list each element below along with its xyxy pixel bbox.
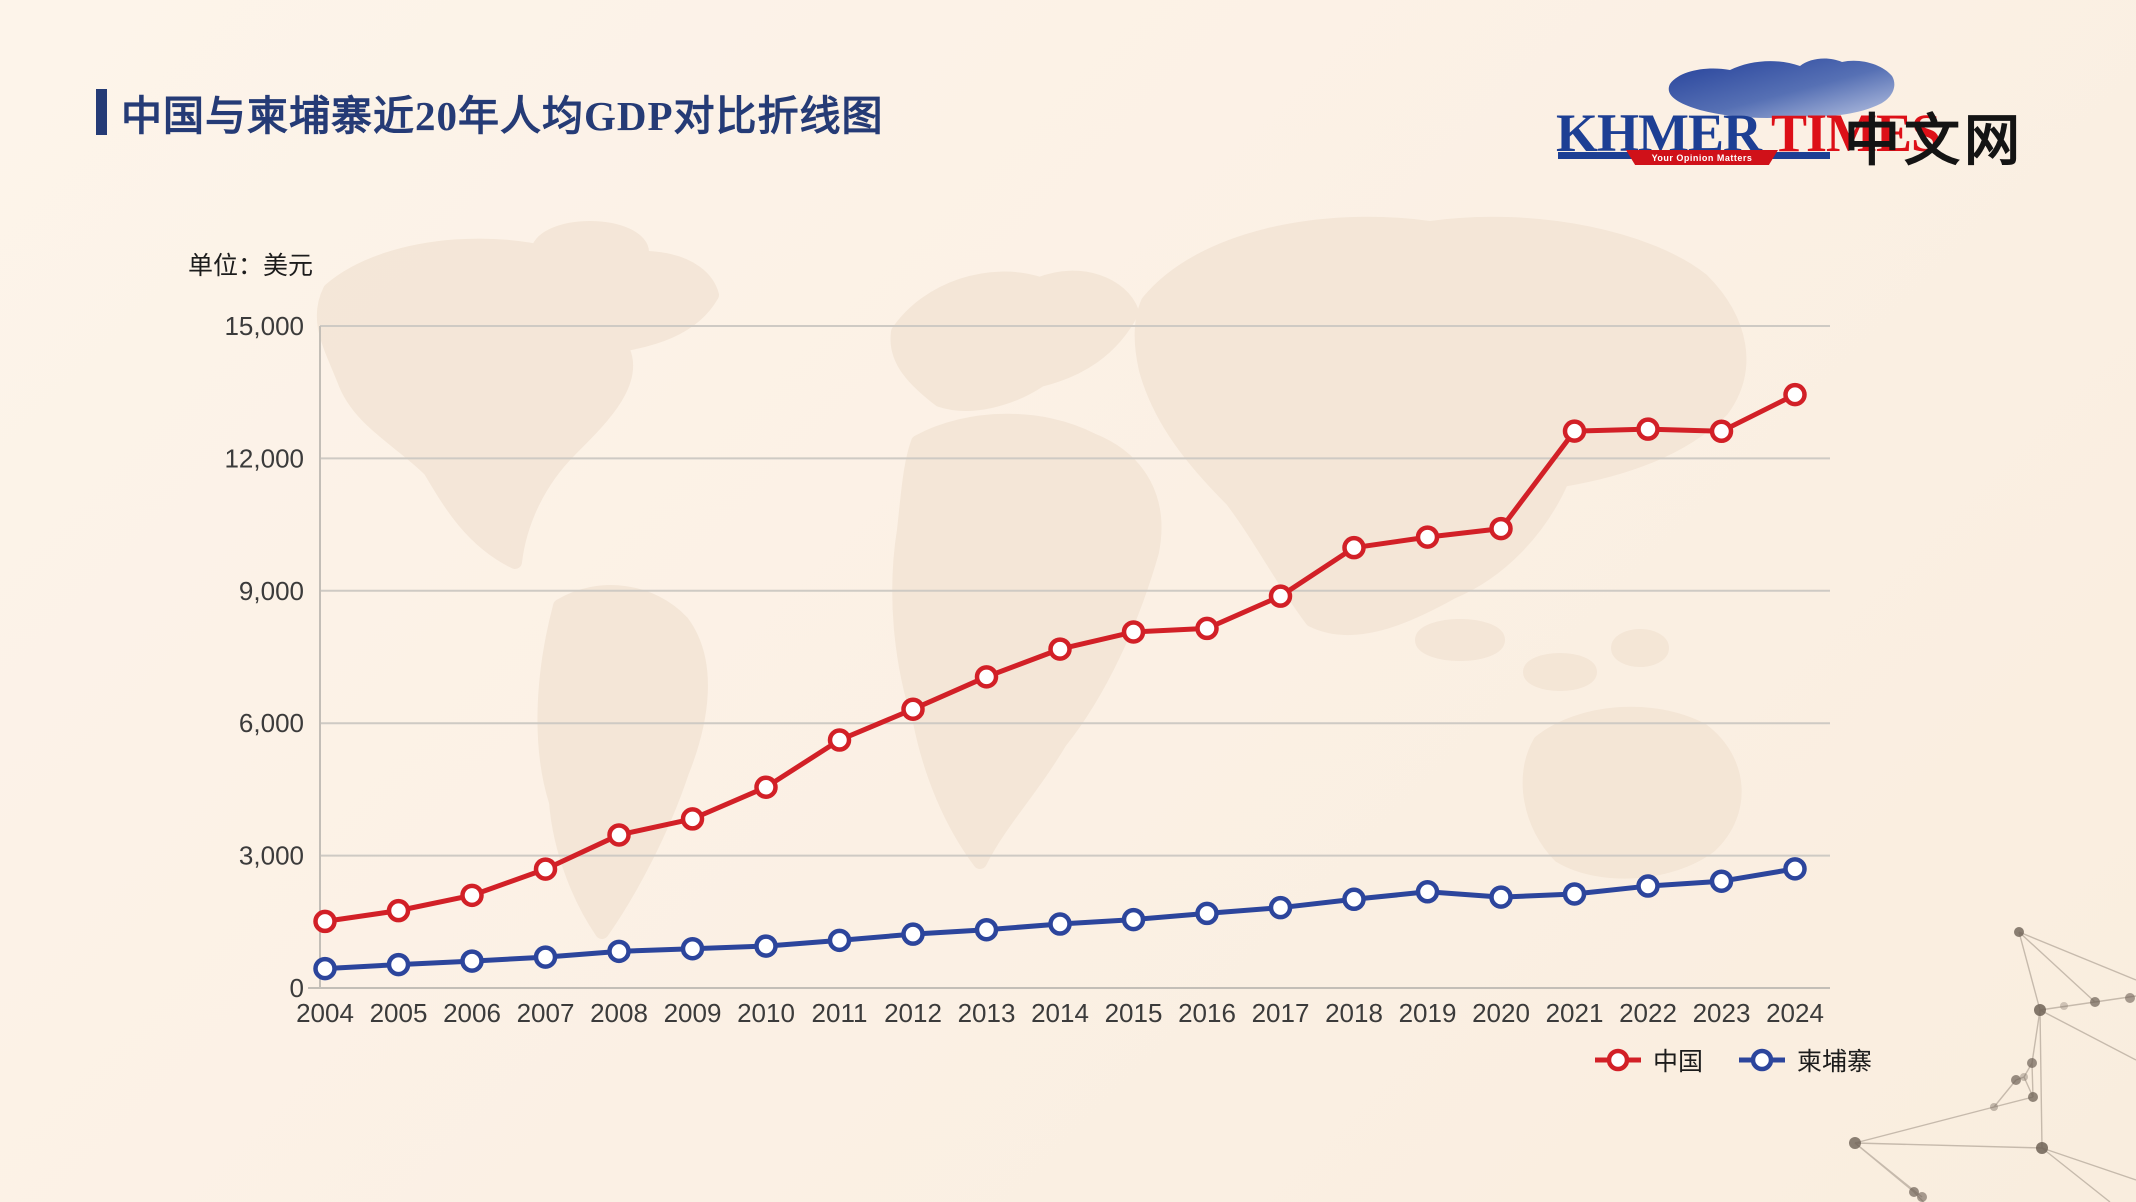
- y-axis-label: 0: [290, 973, 304, 1003]
- data-point-1-2007: [533, 945, 558, 969]
- data-point-0-2011: [827, 728, 852, 752]
- data-point-1-2022: [1636, 874, 1660, 898]
- y-axis-unit-label: 单位：美元: [188, 252, 314, 280]
- chart-legend: 中国 柬埔寨: [1593, 1042, 1872, 1078]
- legend-label: 柬埔寨: [1796, 1048, 1872, 1076]
- data-point-0-2017: [1268, 584, 1293, 608]
- data-point-0-2012: [901, 697, 925, 721]
- x-axis-label: 2004: [296, 998, 354, 1028]
- y-axis-label: 15,000: [224, 311, 304, 341]
- data-point-0-2008: [607, 823, 631, 847]
- page-title: 中国与柬埔寨近20年人均GDP对比折线图: [121, 93, 884, 139]
- logo-ribbon: Your Opinion Matters: [1626, 150, 1778, 165]
- legend-marker-icon: [1594, 1048, 1641, 1072]
- x-axis-label: 2024: [1766, 998, 1824, 1028]
- x-axis-label: 2014: [1031, 998, 1089, 1028]
- khmer-times-logo: KHMER TIMES Your Opinion Matters 中文网: [1556, 56, 2026, 172]
- x-axis-label: 2017: [1252, 998, 1310, 1028]
- data-point-0-2009: [680, 807, 705, 831]
- data-point-0-2021: [1562, 419, 1587, 443]
- data-point-0-2022: [1636, 417, 1660, 441]
- legend-item-0: 中国: [1593, 1042, 1703, 1078]
- x-axis-label: 2018: [1325, 998, 1383, 1028]
- data-point-0-2020: [1489, 516, 1513, 541]
- header: 中国与柬埔寨近20年人均GDP对比折线图: [96, 82, 884, 142]
- x-axis-label: 2022: [1619, 998, 1677, 1028]
- data-point-0-2014: [1048, 637, 1072, 661]
- x-axis-label: 2006: [443, 998, 501, 1028]
- y-axis-label: 3,000: [239, 841, 304, 871]
- x-axis-label: 2020: [1472, 998, 1530, 1028]
- legend-item-1: 柬埔寨: [1737, 1042, 1872, 1078]
- data-point-0-2018: [1342, 535, 1366, 560]
- data-point-1-2009: [680, 936, 705, 961]
- data-point-1-2021: [1562, 882, 1587, 906]
- data-point-0-2005: [386, 898, 411, 923]
- data-point-1-2023: [1709, 869, 1734, 893]
- x-axis-label: 2009: [664, 998, 722, 1028]
- data-point-1-2012: [901, 922, 925, 946]
- data-point-1-2004: [313, 956, 337, 981]
- x-axis-label: 2008: [590, 998, 648, 1028]
- x-axis-label: 2013: [958, 998, 1016, 1028]
- data-point-1-2024: [1783, 857, 1807, 881]
- x-axis-label: 2011: [812, 998, 868, 1028]
- y-axis-label: 6,000: [239, 708, 304, 738]
- x-axis-label: 2010: [737, 998, 795, 1028]
- data-point-0-2015: [1121, 620, 1146, 644]
- x-axis-label: 2015: [1105, 998, 1163, 1028]
- data-point-1-2010: [754, 934, 778, 958]
- data-point-1-2006: [460, 949, 484, 973]
- x-axis-label: 2019: [1399, 998, 1457, 1028]
- data-point-0-2007: [533, 857, 558, 881]
- data-point-1-2019: [1415, 880, 1440, 904]
- x-axis-label: 2007: [517, 998, 575, 1028]
- x-axis-label: 2012: [884, 998, 942, 1028]
- x-axis-label: 2016: [1178, 998, 1236, 1028]
- data-point-0-2024: [1783, 382, 1807, 407]
- data-point-1-2017: [1268, 895, 1293, 920]
- legend-label: 中国: [1652, 1048, 1703, 1076]
- data-point-1-2005: [386, 952, 411, 977]
- y-axis-label: 9,000: [239, 576, 304, 606]
- x-axis-label: 2023: [1693, 998, 1751, 1028]
- data-point-0-2010: [754, 775, 778, 799]
- legend-marker-icon: [1738, 1048, 1785, 1072]
- x-axis-label: 2021: [1546, 998, 1604, 1028]
- data-point-0-2006: [460, 883, 484, 908]
- data-point-1-2015: [1121, 907, 1146, 932]
- title-accent-bar: [96, 89, 107, 135]
- data-point-0-2004: [313, 909, 337, 934]
- data-point-1-2016: [1195, 901, 1219, 926]
- y-axis-label: 12,000: [224, 443, 304, 473]
- data-point-0-2019: [1415, 525, 1440, 549]
- data-point-1-2020: [1489, 885, 1513, 909]
- data-point-1-2014: [1048, 912, 1072, 936]
- data-point-1-2011: [827, 928, 852, 953]
- data-point-1-2013: [974, 917, 999, 942]
- data-point-0-2013: [974, 665, 999, 689]
- cambodia-map-icon: [1668, 58, 1895, 118]
- data-point-1-2018: [1342, 887, 1366, 912]
- data-point-0-2023: [1709, 419, 1734, 444]
- logo-site-name: 中文网: [1844, 109, 2024, 172]
- logo-tagline: Your Opinion Matters: [1651, 152, 1753, 163]
- data-point-0-2016: [1195, 616, 1219, 641]
- x-axis-label: 2005: [370, 998, 428, 1028]
- data-point-1-2008: [607, 939, 631, 964]
